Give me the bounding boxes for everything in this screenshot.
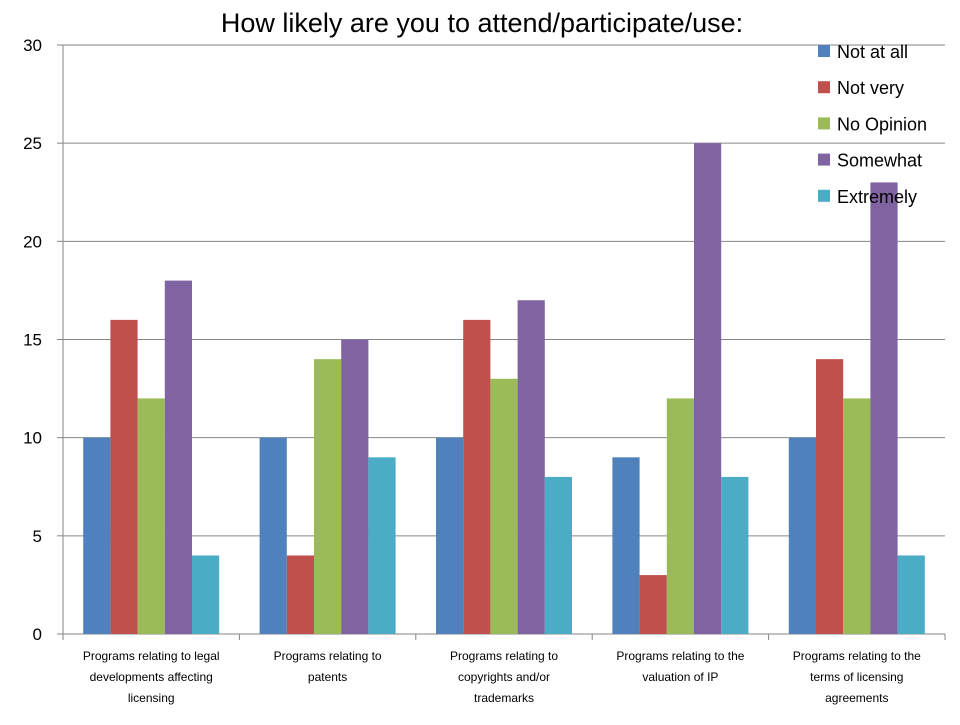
x-tick-label-line: copyrights and/or — [458, 670, 550, 684]
x-tick-label: Programs relating to copyrights and/or tra… — [450, 649, 558, 705]
bar — [666, 398, 694, 634]
bar — [612, 457, 640, 634]
bar — [870, 182, 898, 634]
chart-title: How likely are you to attend/participate… — [221, 8, 743, 38]
y-tick-label: 0 — [33, 625, 42, 644]
legend-label: Extremely — [837, 187, 917, 207]
y-tick-label: 10 — [23, 429, 42, 448]
bar — [341, 339, 369, 634]
bar — [816, 359, 844, 634]
legend-swatch — [818, 117, 830, 130]
legend-swatch — [818, 45, 830, 57]
bar — [83, 437, 111, 634]
legend-label: Not very — [837, 78, 904, 98]
x-tick-label-line: Programs relating to the — [616, 649, 744, 663]
x-tick-label-line: agreements — [825, 691, 888, 705]
legend-label: No Opinion — [837, 114, 927, 134]
x-tick-label: Programs relating to the terms of licensi… — [793, 649, 921, 705]
x-tick-label: Programs relating to legal developments a… — [83, 649, 220, 705]
x-tick-label-line: valuation of IP — [642, 670, 718, 684]
legend-label: Somewhat — [837, 151, 922, 171]
bar — [490, 378, 518, 634]
bar — [110, 319, 138, 634]
legend-swatch — [818, 153, 830, 166]
x-tick-label-line: licensing — [128, 691, 175, 705]
y-tick-label: 25 — [23, 134, 42, 153]
x-tick-label: Programs relating to the valuation of IP — [616, 649, 744, 684]
bar — [463, 319, 491, 634]
bar — [897, 555, 925, 634]
x-tick-label-line: Programs relating to legal — [83, 649, 220, 663]
bar — [694, 143, 722, 634]
bar — [843, 398, 871, 634]
x-tick-label-line: Programs relating to — [274, 649, 382, 663]
legend-label: Not at all — [837, 42, 908, 62]
bar — [259, 437, 287, 634]
bar — [517, 300, 545, 634]
bar — [544, 476, 572, 634]
bar — [639, 575, 667, 634]
legend-swatch — [818, 81, 830, 94]
y-tick-label: 20 — [23, 232, 42, 251]
bar — [192, 555, 220, 634]
x-tick-label-line: trademarks — [474, 691, 534, 705]
bar — [314, 359, 342, 634]
y-tick-label: 15 — [23, 331, 42, 350]
category-labels: Programs relating to legal developments a… — [83, 649, 921, 705]
x-tick-label: Programs relating to patents — [274, 649, 382, 684]
bar — [368, 457, 396, 634]
bars — [83, 143, 925, 634]
bar — [164, 280, 192, 634]
bar — [436, 437, 464, 634]
x-tick-label-line: developments affecting — [90, 670, 213, 684]
legend-swatch — [818, 189, 830, 202]
x-tick-label-line: Programs relating to — [450, 649, 558, 663]
bar — [286, 555, 314, 634]
x-tick-label-line: Programs relating to the — [793, 649, 921, 663]
bar — [137, 398, 165, 634]
bar — [721, 476, 749, 634]
y-tick-label: 5 — [33, 527, 42, 546]
x-tick-label-line: terms of licensing — [810, 670, 903, 684]
bar — [788, 437, 816, 634]
legend: Not at all Not very No Opinion Somewhat Extr… — [818, 42, 927, 207]
y-tick-label: 30 — [23, 36, 42, 55]
x-tick-label-line: patents — [308, 670, 347, 684]
